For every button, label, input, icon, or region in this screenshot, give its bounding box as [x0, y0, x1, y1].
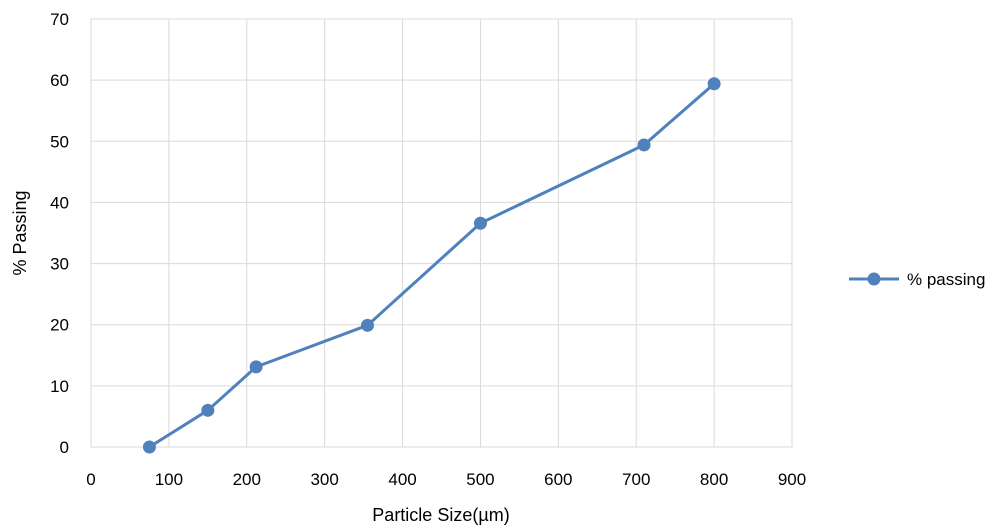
gridlines — [90, 18, 793, 448]
tick-labels: 0 100 200 300 400 500 600 700 800 900 0 10 20 30 40 50 6… — [50, 10, 806, 489]
data-point — [473, 216, 487, 230]
y-tick-label: 30 — [50, 255, 69, 274]
x-tick-label: 400 — [388, 470, 416, 489]
y-tick-label: 40 — [50, 193, 69, 212]
series-line — [148, 82, 716, 449]
x-tick-label: 0 — [86, 470, 95, 489]
y-tick-label: 60 — [50, 71, 69, 90]
data-point — [707, 77, 721, 91]
data-point — [142, 440, 156, 454]
y-tick-label: 10 — [50, 377, 69, 396]
x-tick-label: 800 — [700, 470, 728, 489]
x-tick-label: 300 — [310, 470, 338, 489]
legend-label: % passing — [907, 270, 985, 289]
y-tick-label: 70 — [50, 10, 69, 29]
series-layer — [142, 77, 721, 454]
data-point — [637, 138, 651, 152]
data-point — [361, 318, 375, 332]
x-tick-label: 700 — [622, 470, 650, 489]
x-tick-label: 500 — [466, 470, 494, 489]
x-tick-label: 100 — [155, 470, 183, 489]
y-tick-label: 50 — [50, 132, 69, 151]
plot-area-border — [90, 18, 793, 448]
legend-marker-swatch — [867, 272, 881, 286]
x-axis-title: Particle Size(µm) — [372, 505, 509, 525]
data-point — [201, 403, 215, 417]
data-point — [249, 360, 263, 374]
x-tick-label: 600 — [544, 470, 572, 489]
legend: % passing — [849, 270, 985, 289]
x-tick-label: 200 — [233, 470, 261, 489]
x-tick-label: 900 — [778, 470, 806, 489]
y-tick-label: 0 — [60, 438, 69, 457]
y-axis-title: % Passing — [10, 190, 30, 275]
y-tick-label: 20 — [50, 316, 69, 335]
